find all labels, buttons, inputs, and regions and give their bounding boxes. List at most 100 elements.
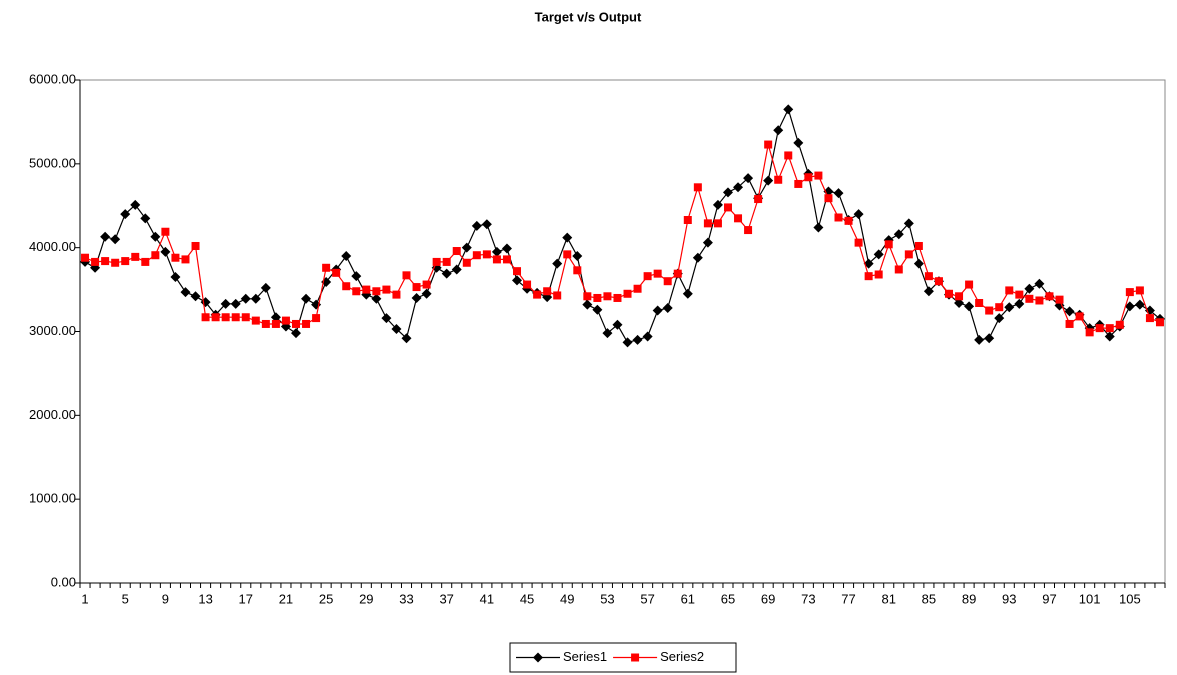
marker [994,313,1005,324]
marker [693,183,702,192]
marker [904,250,913,259]
marker [964,301,975,312]
marker [834,213,843,222]
marker [1055,295,1064,304]
marker [251,316,260,325]
marker [291,319,300,328]
marker [513,267,522,276]
marker [371,293,382,304]
marker [631,653,640,662]
x-tick-label: 33 [399,591,413,606]
marker [381,313,392,324]
x-tick-label: 9 [162,591,169,606]
marker [984,333,995,344]
x-tick-label: 69 [761,591,775,606]
marker [774,175,783,184]
marker [461,242,472,253]
marker [151,251,160,260]
marker [1104,331,1115,342]
y-tick-label: 2000.00 [29,407,76,422]
marker [754,195,763,204]
marker [240,293,251,304]
marker [593,293,602,302]
marker [673,269,682,278]
marker [301,293,312,304]
marker [995,303,1004,312]
marker [181,255,190,264]
marker [362,285,371,294]
marker [553,291,562,300]
marker [723,203,732,212]
marker [533,290,542,299]
marker [1155,318,1164,327]
marker [873,249,884,260]
marker [965,280,974,289]
marker [1105,324,1114,333]
x-tick-label: 89 [962,591,976,606]
marker [702,237,713,248]
marker [312,314,321,323]
marker [492,255,501,264]
marker [744,226,753,235]
marker [523,280,532,289]
marker [170,272,181,283]
y-tick-label: 5000.00 [29,155,76,170]
marker [533,652,543,663]
marker [583,292,592,301]
marker [140,213,151,224]
marker [1064,306,1075,317]
marker [411,292,422,303]
marker [302,319,311,328]
marker [985,306,994,315]
marker [502,255,511,264]
marker [452,247,461,256]
marker [712,199,723,210]
marker [432,257,441,266]
marker [924,272,933,281]
marker [402,271,411,280]
marker [945,289,954,298]
marker [211,313,220,322]
marker [814,171,823,180]
marker [130,199,141,210]
marker [893,229,904,240]
x-tick-label: 81 [881,591,895,606]
x-tick-label: 21 [279,591,293,606]
marker [161,227,170,236]
marker [231,313,240,322]
marker [261,319,270,328]
marker [401,333,412,344]
marker [652,305,663,316]
marker [703,219,712,228]
marker [633,284,642,293]
marker [844,216,853,225]
marker [332,268,341,277]
legend-label: Series2 [660,649,704,664]
marker [1124,301,1135,312]
marker [1115,320,1124,329]
marker [934,277,943,286]
marker [543,287,552,296]
marker [713,219,722,228]
marker [1085,328,1094,337]
marker [131,252,140,261]
marker [422,280,431,289]
marker [281,316,290,325]
y-tick-label: 1000.00 [29,491,76,506]
marker [1134,299,1145,310]
x-tick-label: 45 [520,591,534,606]
marker [692,252,703,263]
marker [813,222,824,233]
marker [171,253,180,262]
marker [763,175,774,186]
marker [110,234,121,245]
x-tick-label: 105 [1119,591,1141,606]
marker [612,319,623,330]
marker [602,328,613,339]
marker [141,257,150,266]
x-tick-label: 37 [439,591,453,606]
x-tick-label: 85 [922,591,936,606]
marker [613,293,622,302]
marker [1135,286,1144,295]
marker [481,219,492,230]
